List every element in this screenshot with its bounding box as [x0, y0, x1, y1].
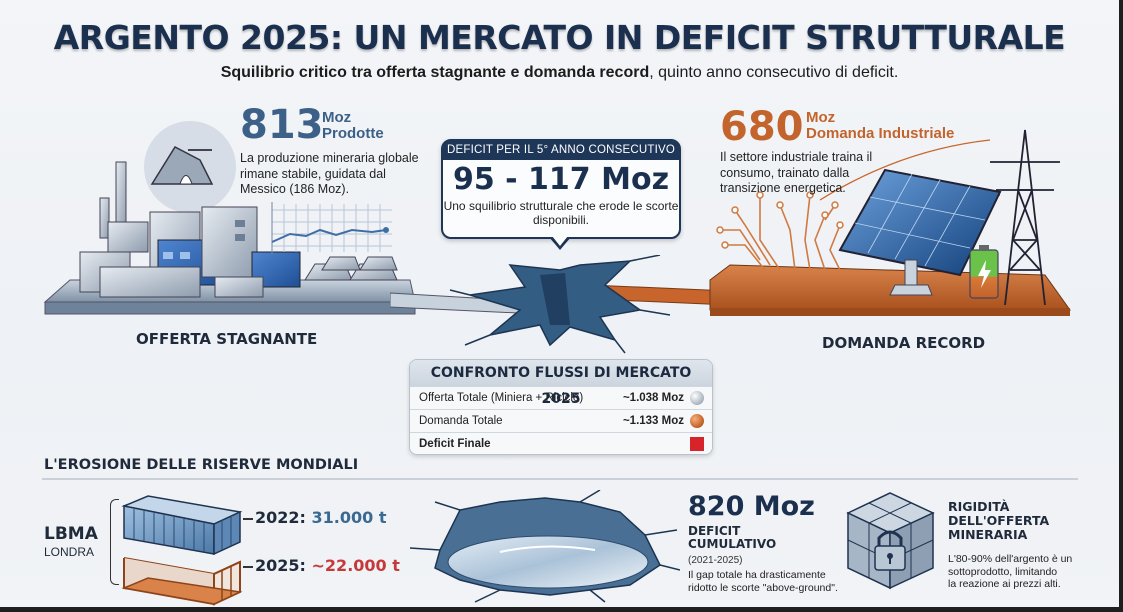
supply-unit-moz: Moz: [322, 109, 352, 126]
demand-unit-label: Domanda Industriale: [806, 124, 955, 142]
table-row: Domanda Totale ~1.133 Moz: [410, 409, 712, 432]
callout-header: DEFICIT PER IL 5° ANNO CONSECUTIVO: [443, 141, 679, 160]
row-label: Offerta Totale (Miniera + Riciclo): [419, 392, 584, 404]
desc-line: sottoprodotto, limitando: [948, 565, 1058, 578]
leader-line: [243, 518, 253, 520]
vault-name: LBMA: [44, 524, 98, 544]
row-value: ~1.133 Moz: [622, 415, 684, 427]
callout-pointer-inner: [552, 236, 568, 246]
cumulative-years: (2021-2025): [688, 555, 743, 566]
title-line: RIGIDITÀ: [948, 499, 1010, 514]
vault-city: LONDRA: [44, 545, 95, 559]
brace-icon: [110, 499, 119, 585]
year-value: 31.000 t: [311, 508, 387, 527]
depleted-hole-icon: [409, 490, 680, 603]
reserves-2022: 2022: 31.000 t: [255, 508, 386, 527]
desc-line: Il gap totale ha drasticamente: [688, 569, 826, 581]
row-label: Deficit Finale: [419, 438, 491, 450]
supply-section-label: OFFERTA STAGNANTE: [136, 330, 318, 348]
supply-unit-label: Prodotte: [322, 124, 384, 142]
demand-section-label: DOMANDA RECORD: [822, 334, 986, 352]
container-stack-icon: [121, 495, 243, 606]
row-label: Domanda Totale: [419, 415, 503, 427]
deficit-range: 95 - 117 Moz: [452, 162, 670, 197]
reserves-section-title: L'EROSIONE DELLE RISERVE MONDIALI: [44, 457, 359, 473]
table-row: Deficit Finale: [410, 432, 712, 454]
crack-bridge-illustration: [390, 255, 730, 354]
leader-line: [243, 566, 253, 568]
rigidity-description: L'80-90% dell'argento è un sottoprodotto,…: [948, 553, 1072, 591]
supply-unit: Moz Prodotte: [322, 110, 384, 142]
red-square-icon: [690, 437, 704, 451]
cumulative-description: Il gap totale ha drasticamente ridotto le…: [688, 569, 838, 594]
table-row: Offerta Totale (Miniera + Riciclo) ~1.03…: [410, 386, 712, 409]
title-line: MINERARIA: [948, 526, 1028, 542]
subtitle-bold: Squilibrio critico tra offerta stagnante…: [220, 64, 650, 81]
page-title: ARGENTO 2025: UN MERCATO IN DEFICIT STRU…: [53, 18, 1066, 57]
subtitle-rest: , quinto anno consecutivo di deficit.: [649, 64, 899, 81]
demand-unit-moz: Moz: [806, 109, 836, 126]
cumulative-deficit-value: 820 Moz: [688, 491, 815, 522]
cumulative-deficit-label: DEFICIT CUMULATIVO: [688, 524, 777, 552]
demand-value: 680: [720, 104, 804, 150]
supply-value: 813: [240, 102, 324, 148]
label-line: DEFICIT: [688, 524, 741, 538]
rigidity-title: RIGIDITÀ DELL'OFFERTA MINERARIA: [948, 500, 1049, 541]
desc-line: L'80-90% dell'argento è un: [948, 553, 1073, 565]
year-value: ~22.000 t: [311, 556, 400, 575]
deficit-callout: DEFICIT PER IL 5° ANNO CONSECUTIVO 95 - …: [441, 139, 681, 239]
label-line: CUMULATIVO: [688, 537, 777, 552]
flow-table-title: CONFRONTO FLUSSI DI MERCATO 2025: [410, 360, 712, 407]
solar-energy-illustration: [709, 129, 1071, 316]
silver-coin-icon: [690, 391, 704, 405]
mining-industry-illustration: [43, 121, 416, 315]
title-line: DELL'OFFERTA: [948, 512, 1050, 528]
locked-cube-icon: [846, 492, 935, 590]
year-label: 2022:: [255, 508, 306, 527]
supply-description: La produzione mineraria globale rimane s…: [240, 151, 419, 197]
demand-description: Il settore industriale traina il consumo…: [720, 150, 873, 196]
callout-description: Uno squilibrio strutturale che erode le …: [443, 198, 679, 227]
page-subtitle: Squilibrio critico tra offerta stagnante…: [0, 64, 1119, 82]
desc-line: la reazione ai prezzi alti.: [948, 578, 1061, 591]
row-value: ~1.038 Moz: [622, 392, 684, 404]
market-flow-table: CONFRONTO FLUSSI DI MERCATO 2025 Offerta…: [409, 359, 713, 455]
year-label: 2025:: [255, 556, 306, 575]
section-divider: [42, 478, 1078, 480]
reserves-2025: 2025: ~22.000 t: [255, 556, 400, 575]
demand-unit: Moz Domanda Industriale: [806, 110, 954, 142]
desc-line: ridotto le scorte "above-ground".: [688, 581, 838, 594]
copper-coin-icon: [690, 414, 704, 428]
